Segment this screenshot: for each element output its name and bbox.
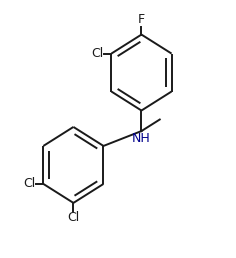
- Text: Cl: Cl: [67, 211, 80, 224]
- Text: NH: NH: [132, 132, 151, 145]
- Text: Cl: Cl: [91, 47, 104, 60]
- Text: F: F: [138, 13, 145, 26]
- Text: Cl: Cl: [23, 178, 36, 190]
